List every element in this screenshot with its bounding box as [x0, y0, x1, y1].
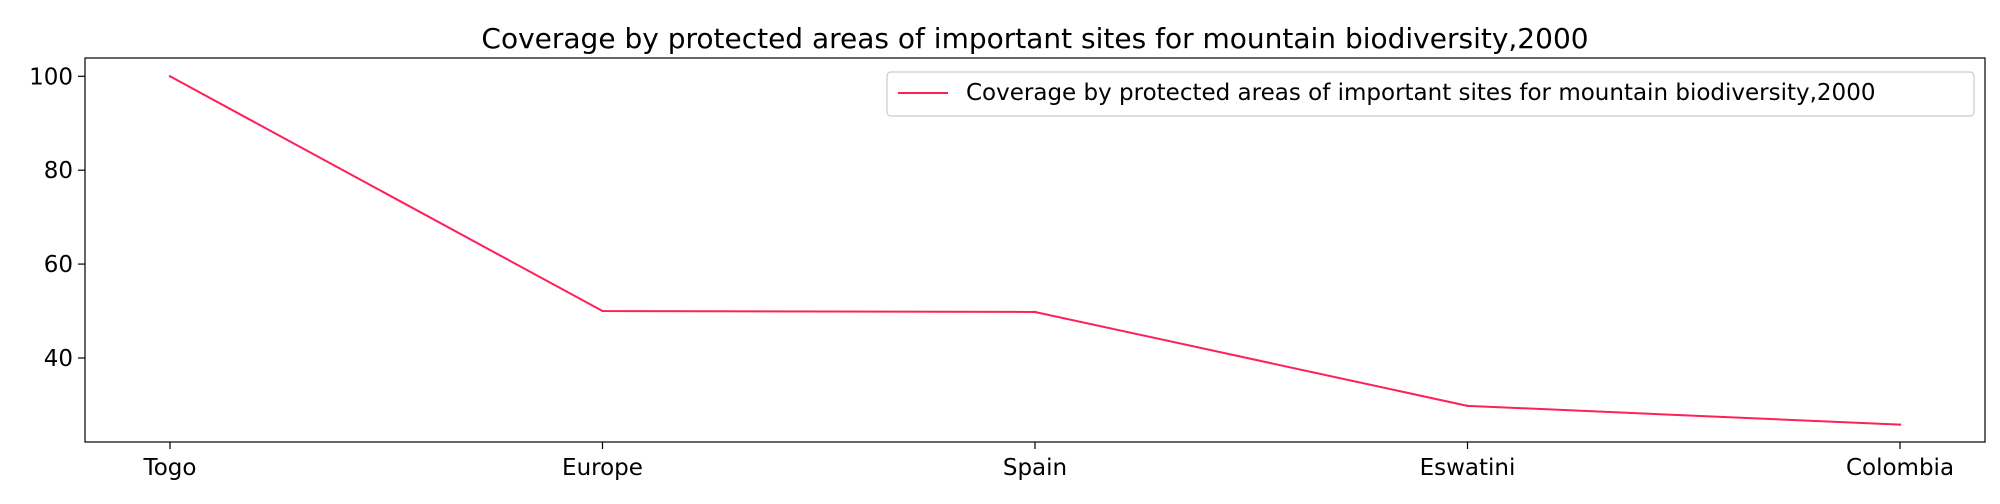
legend-box — [886, 71, 1975, 117]
x-tick-label: Eswatini — [1420, 455, 1516, 481]
legend-label: Coverage by protected areas of important… — [966, 80, 1875, 106]
x-tick-label: Togo — [143, 455, 197, 481]
x-tick-label: Europe — [562, 455, 643, 481]
series-layer — [168, 75, 1902, 426]
y-tick-label: 80 — [44, 158, 73, 184]
y-tick-label: 60 — [44, 252, 73, 278]
series-line — [169, 75, 1901, 426]
y-axis: 40 60 80 100 — [29, 64, 85, 372]
data-point — [601, 309, 604, 313]
x-tick-label: Spain — [1003, 455, 1067, 481]
x-axis: Togo Europe Spain Eswatini Colombia — [143, 442, 1954, 481]
legend: Coverage by protected areas of important… — [886, 71, 1975, 117]
data-point — [1466, 404, 1469, 408]
x-tick-label: Colombia — [1846, 455, 1954, 481]
data-point — [1898, 423, 1902, 426]
data-point — [1033, 310, 1037, 314]
data-point — [168, 75, 172, 78]
y-tick-label: 40 — [44, 346, 73, 372]
chart-title: Coverage by protected areas of important… — [481, 22, 1588, 55]
y-tick-label: 100 — [29, 64, 73, 90]
